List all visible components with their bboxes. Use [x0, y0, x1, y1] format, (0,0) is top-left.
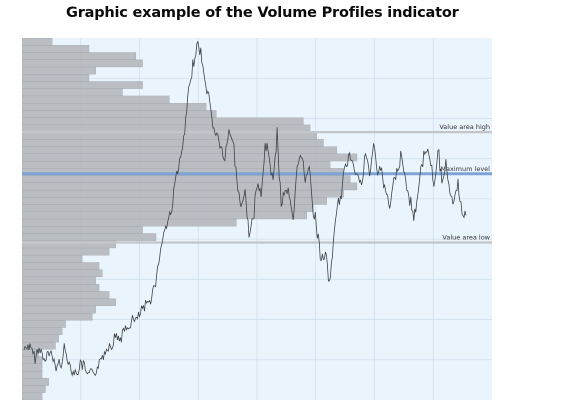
volume-profile-bar [22, 95, 170, 104]
volume-profile-bar [22, 204, 314, 212]
volume-profile-bar [22, 233, 157, 241]
price-series [23, 41, 467, 377]
volume-profile-bar [22, 38, 53, 46]
level-labels: Value area high Maximum level Value area l… [439, 123, 490, 241]
volume-profile-bar [22, 385, 46, 393]
volume-profile-bar [22, 298, 116, 307]
volume-profile-bar [22, 312, 93, 321]
volume-profile-bar [22, 305, 96, 314]
volume-profile-bar [22, 370, 43, 379]
volume-profile-bar [22, 334, 59, 343]
volume-profile-bar [22, 146, 338, 154]
volume-profile-bar [22, 182, 358, 191]
volume-profile-bars [22, 38, 358, 400]
volume-profile-bar [22, 218, 237, 227]
price-levels [22, 131, 492, 244]
volume-profile-bar [22, 153, 358, 162]
price-level-label: Maximum level [440, 165, 490, 173]
volume-profile-bar [22, 175, 351, 183]
volume-profile-bar [22, 81, 143, 89]
volume-profile-bar [22, 160, 331, 169]
volume-profile-bar [22, 103, 207, 111]
price-level-label: Value area high [439, 123, 490, 131]
volume-profile-bar [22, 139, 324, 147]
volume-profile-bar [22, 320, 66, 328]
volume-profile-bar [22, 247, 110, 256]
volume-profile-bar [22, 363, 43, 372]
chart-title: Graphic example of the Volume Profiles i… [66, 5, 459, 21]
volume-profile-bar [22, 211, 307, 220]
volume-profile-bar [22, 262, 100, 270]
volume-profile-bar [22, 392, 43, 400]
volume-profile-bar [22, 269, 103, 278]
chart-area: Value area high Maximum level Value area l… [22, 38, 492, 400]
volume-profile-bar [22, 74, 90, 82]
volume-profile-bar [22, 378, 49, 386]
volume-profile-bar [22, 88, 123, 97]
volume-profile-bar [22, 327, 63, 335]
volume-profile-bar [22, 276, 96, 285]
volume-profile-bar [22, 110, 217, 118]
volume-profile-bar [22, 59, 143, 68]
volume-profile-bar [22, 226, 143, 234]
volume-profile-bar [22, 356, 43, 364]
volume-profile-bar [22, 52, 137, 60]
volume-profile-bar [22, 117, 304, 126]
volume-profile-bar [22, 255, 83, 263]
volume-profile-chart: Value area high Maximum level Value area l… [22, 38, 492, 400]
price-level-label: Value area low [442, 234, 490, 242]
price-line [23, 41, 467, 377]
volume-profile-bar [22, 284, 100, 292]
volume-profile-bar [22, 291, 110, 299]
volume-profile-bar [22, 66, 96, 75]
volume-profile-bar [22, 45, 90, 53]
